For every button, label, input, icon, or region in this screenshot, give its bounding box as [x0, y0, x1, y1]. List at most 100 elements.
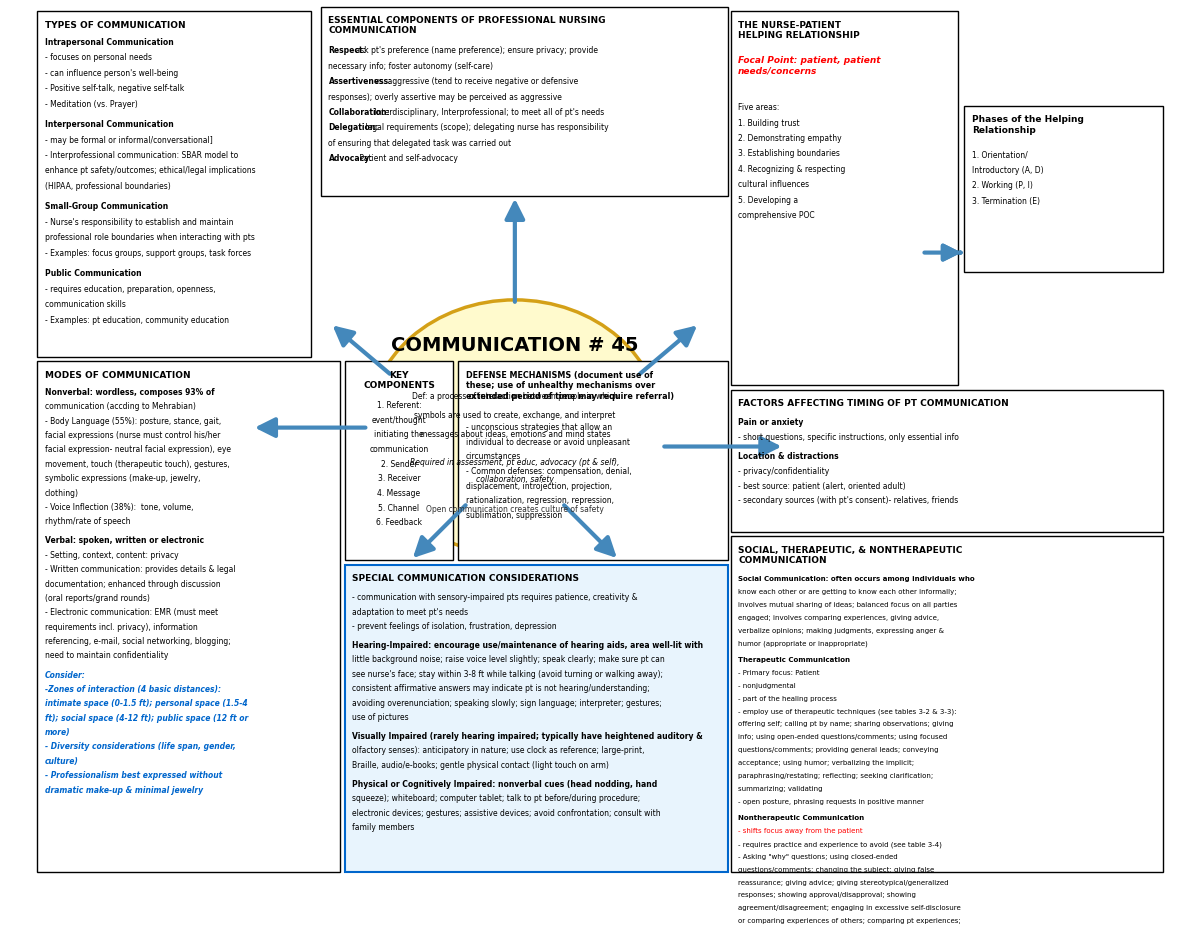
- Text: - shifts focus away from the patient: - shifts focus away from the patient: [738, 828, 863, 834]
- Text: - communication with sensory-impaired pts requires patience, creativity &: - communication with sensory-impaired pt…: [352, 593, 637, 603]
- Text: - open posture, phrasing requests in positive manner: - open posture, phrasing requests in pos…: [738, 799, 924, 805]
- Text: - nonjudgmental: - nonjudgmental: [738, 683, 796, 689]
- Text: initiating the: initiating the: [374, 430, 424, 439]
- Text: questions/comments; changing the subject; giving false: questions/comments; changing the subject…: [738, 867, 935, 872]
- Text: collaboration, safety: collaboration, safety: [476, 476, 553, 484]
- Text: offering self; calling pt by name; sharing observations; giving: offering self; calling pt by name; shari…: [738, 721, 954, 728]
- Text: avoiding overenunciation; speaking slowly; sign language; interpreter; gestures;: avoiding overenunciation; speaking slowl…: [352, 699, 662, 707]
- Text: Public Communication: Public Communication: [44, 270, 142, 278]
- Text: - requires education, preparation, openness,: - requires education, preparation, openn…: [44, 285, 215, 294]
- Text: Phases of the Helping
Relationship: Phases of the Helping Relationship: [972, 116, 1084, 134]
- Text: Pain or anxiety: Pain or anxiety: [738, 418, 804, 427]
- Text: professional role boundaries when interacting with pts: professional role boundaries when intera…: [44, 234, 254, 242]
- Text: symbolic expressions (make-up, jewelry,: symbolic expressions (make-up, jewelry,: [44, 474, 200, 483]
- Text: legal requirements (scope); delegating nurse has responsibility: legal requirements (scope); delegating n…: [362, 123, 608, 133]
- Text: reassurance; giving advice; giving stereotypical/generalized: reassurance; giving advice; giving stere…: [738, 880, 949, 885]
- Text: SPECIAL COMMUNICATION CONSIDERATIONS: SPECIAL COMMUNICATION CONSIDERATIONS: [352, 574, 580, 583]
- Text: - Interprofessional communication: SBAR model to: - Interprofessional communication: SBAR …: [44, 151, 238, 160]
- Text: - Professionalism best expressed without: - Professionalism best expressed without: [44, 771, 222, 781]
- Text: Open communication creates culture of safety: Open communication creates culture of sa…: [426, 505, 604, 514]
- Text: documentation; enhanced through discussion: documentation; enhanced through discussi…: [44, 579, 221, 589]
- Text: rhythm/rate of speech: rhythm/rate of speech: [44, 517, 130, 527]
- Text: - Written communication: provides details & legal: - Written communication: provides detail…: [44, 565, 235, 574]
- Text: - Body Language (55%): posture, stance, gait,: - Body Language (55%): posture, stance, …: [44, 416, 221, 425]
- Text: questions/comments; providing general leads; conveying: questions/comments; providing general le…: [738, 747, 938, 753]
- Text: (HIPAA, professional boundaries): (HIPAA, professional boundaries): [44, 182, 170, 191]
- Text: ESSENTIAL COMPONENTS OF PROFESSIONAL NURSING
COMMUNICATION: ESSENTIAL COMPONENTS OF PROFESSIONAL NUR…: [329, 16, 606, 35]
- Text: Def: a process of interaction between people in which: Def: a process of interaction between pe…: [412, 392, 618, 400]
- Text: culture): culture): [44, 756, 78, 766]
- Text: rationalization, regression, repression,: rationalization, regression, repression,: [466, 496, 613, 505]
- FancyBboxPatch shape: [731, 11, 958, 385]
- FancyBboxPatch shape: [965, 106, 1163, 272]
- Text: Interdisciplinary, Interprofessional; to meet all of pt's needs: Interdisciplinary, Interprofessional; to…: [372, 108, 605, 117]
- Text: COMMUNICATION # 45: COMMUNICATION # 45: [391, 336, 638, 355]
- Text: paraphrasing/restating; reflecting; seeking clarification;: paraphrasing/restating; reflecting; seek…: [738, 773, 934, 779]
- Text: messages about ideas, emotions and mind states: messages about ideas, emotions and mind …: [420, 430, 610, 438]
- Text: KEY
COMPONENTS: KEY COMPONENTS: [364, 371, 434, 390]
- Text: communication (accding to Mehrabian): communication (accding to Mehrabian): [44, 402, 196, 412]
- Text: Braille, audio/e-books; gentle physical contact (light touch on arm): Braille, audio/e-books; gentle physical …: [352, 761, 610, 769]
- Text: summarizing; validating: summarizing; validating: [738, 786, 823, 792]
- Text: Required in assessment, pt educ, advocacy (pt & self),: Required in assessment, pt educ, advocac…: [410, 458, 619, 467]
- Text: - focuses on personal needs: - focuses on personal needs: [44, 53, 151, 62]
- Text: communication skills: communication skills: [44, 300, 126, 310]
- Text: DEFENSE MECHANISMS (document use of
these; use of unhealthy mechanisms over
exte: DEFENSE MECHANISMS (document use of thes…: [466, 371, 673, 400]
- Text: - privacy/confidentiality: - privacy/confidentiality: [738, 467, 829, 476]
- Text: 3. Establishing boundaries: 3. Establishing boundaries: [738, 149, 840, 159]
- Text: need to maintain confidentiality: need to maintain confidentiality: [44, 652, 168, 660]
- Text: Hearing-Impaired: encourage use/maintenance of hearing aids, area well-lit with: Hearing-Impaired: encourage use/maintena…: [352, 641, 703, 650]
- Text: family members: family members: [352, 823, 414, 832]
- Text: - Positive self-talk, negative self-talk: - Positive self-talk, negative self-talk: [44, 84, 184, 93]
- Text: 2. Working (P, I): 2. Working (P, I): [972, 182, 1033, 190]
- Text: - part of the healing process: - part of the healing process: [738, 695, 836, 702]
- Text: verbalize opinions; making judgments, expressing anger &: verbalize opinions; making judgments, ex…: [738, 628, 944, 633]
- Text: Respect:: Respect:: [329, 46, 366, 56]
- Text: THE NURSE-PATIENT
HELPING RELATIONSHIP: THE NURSE-PATIENT HELPING RELATIONSHIP: [738, 20, 860, 40]
- Text: Advocacy:: Advocacy:: [329, 154, 373, 163]
- Text: - unconscious strategies that allow an: - unconscious strategies that allow an: [466, 423, 612, 432]
- Text: - prevent feelings of isolation, frustration, depression: - prevent feelings of isolation, frustra…: [352, 622, 557, 631]
- Text: - best source: patient (alert, oriented adult): - best source: patient (alert, oriented …: [738, 481, 906, 490]
- Text: of ensuring that delegated task was carried out: of ensuring that delegated task was carr…: [329, 139, 511, 148]
- Text: 4. Recognizing & respecting: 4. Recognizing & respecting: [738, 165, 846, 173]
- Text: engaged; involves comparing experiences, giving advice,: engaged; involves comparing experiences,…: [738, 615, 940, 621]
- Text: event/thought: event/thought: [372, 416, 426, 425]
- Text: facial expression- neutral facial expression), eye: facial expression- neutral facial expres…: [44, 445, 230, 454]
- Text: - can influence person's well-being: - can influence person's well-being: [44, 69, 178, 78]
- Text: 4. Message: 4. Message: [378, 489, 420, 498]
- Text: MODES OF COMMUNICATION: MODES OF COMMUNICATION: [44, 371, 191, 380]
- Text: consistent affirmative answers may indicate pt is not hearing/understanding;: consistent affirmative answers may indic…: [352, 684, 650, 693]
- Text: Collaboration:: Collaboration:: [329, 108, 390, 117]
- Text: - Voice Inflection (38%):  tone, volume,: - Voice Inflection (38%): tone, volume,: [44, 503, 193, 512]
- FancyBboxPatch shape: [731, 537, 1163, 872]
- Text: info; using open-ended questions/comments; using focused: info; using open-ended questions/comment…: [738, 734, 947, 741]
- Text: facial expressions (nurse must control his/her: facial expressions (nurse must control h…: [44, 431, 220, 440]
- Text: displacement, introjection, projection,: displacement, introjection, projection,: [466, 481, 612, 490]
- Text: - Nurse's responsibility to establish and maintain: - Nurse's responsibility to establish an…: [44, 218, 233, 227]
- Text: FACTORS AFFECTING TIMING OF PT COMMUNICATION: FACTORS AFFECTING TIMING OF PT COMMUNICA…: [738, 400, 1009, 408]
- FancyBboxPatch shape: [731, 389, 1163, 532]
- Text: - Meditation (vs. Prayer): - Meditation (vs. Prayer): [44, 99, 138, 108]
- Text: 1. Orientation/: 1. Orientation/: [972, 150, 1027, 159]
- Text: intimate space (0-1.5 ft); personal space (1.5-4: intimate space (0-1.5 ft); personal spac…: [44, 699, 247, 708]
- Text: Social Communication: often occurs among individuals who: Social Communication: often occurs among…: [738, 576, 974, 582]
- Text: responses); overly assertive may be perceived as aggressive: responses); overly assertive may be perc…: [329, 93, 563, 102]
- Text: Focal Point: patient, patient
needs/concerns: Focal Point: patient, patient needs/conc…: [738, 56, 881, 75]
- Text: Location & distractions: Location & distractions: [738, 452, 839, 462]
- Text: - Diversity considerations (life span, gender,: - Diversity considerations (life span, g…: [44, 743, 235, 752]
- Text: - secondary sources (with pt's consent)- relatives, friends: - secondary sources (with pt's consent)-…: [738, 496, 959, 505]
- Text: ask pt's preference (name preference); ensure privacy; provide: ask pt's preference (name preference); e…: [354, 46, 599, 56]
- Text: see nurse's face; stay within 3-8 ft while talking (avoid turning or walking awa: see nurse's face; stay within 3-8 ft whi…: [352, 670, 664, 679]
- Text: - Primary focus: Patient: - Primary focus: Patient: [738, 670, 820, 676]
- Text: necessary info; foster autonomy (self-care): necessary info; foster autonomy (self-ca…: [329, 62, 493, 70]
- Text: dramatic make-up & minimal jewelry: dramatic make-up & minimal jewelry: [44, 785, 203, 794]
- Text: communication: communication: [370, 445, 428, 454]
- Text: use of pictures: use of pictures: [352, 713, 409, 722]
- Text: cultural influences: cultural influences: [738, 180, 809, 189]
- Text: comprehensive POC: comprehensive POC: [738, 211, 815, 220]
- Text: sublimation, suppression: sublimation, suppression: [466, 511, 562, 520]
- Text: TYPES OF COMMUNICATION: TYPES OF COMMUNICATION: [44, 20, 185, 30]
- Text: (oral reports/grand rounds): (oral reports/grand rounds): [44, 594, 150, 603]
- Text: 1. Building trust: 1. Building trust: [738, 119, 799, 128]
